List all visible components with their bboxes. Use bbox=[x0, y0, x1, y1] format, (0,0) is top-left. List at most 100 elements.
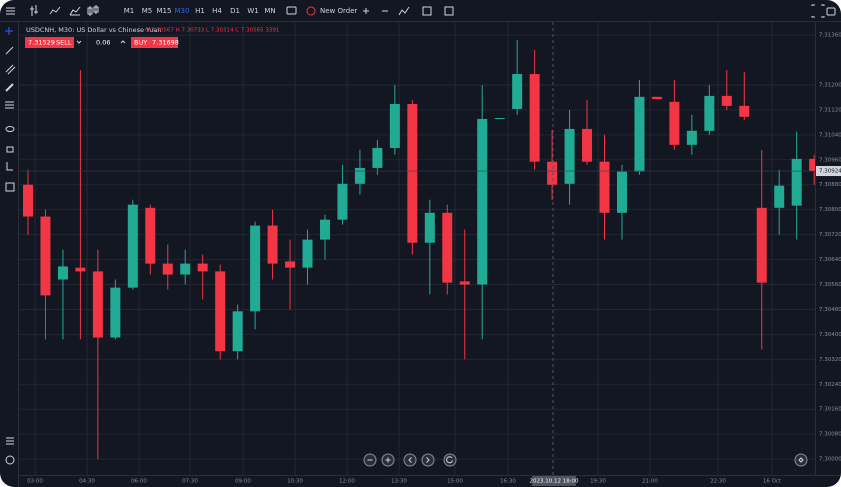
chart-title: USDCNH, M30: US Dollar vs Chinese Yuan bbox=[26, 26, 162, 34]
y-tick-label: 7.31040 bbox=[819, 132, 841, 138]
candle-body bbox=[389, 103, 400, 148]
timeframe[interactable]: M1 bbox=[124, 7, 135, 15]
sell-button[interactable] bbox=[25, 37, 74, 48]
candle-body bbox=[215, 271, 226, 352]
volume[interactable]: 0.06 bbox=[96, 39, 110, 47]
nav-reset[interactable] bbox=[443, 453, 457, 467]
channel-tool[interactable] bbox=[5, 64, 16, 75]
timeframe[interactable]: MN bbox=[264, 7, 275, 15]
volume-arrows[interactable] bbox=[76, 40, 126, 44]
line-icon[interactable] bbox=[49, 6, 61, 15]
nav-settings[interactable] bbox=[794, 453, 808, 467]
zoom-in-icon[interactable] bbox=[363, 8, 369, 14]
fullscreen-icon[interactable] bbox=[811, 4, 825, 18]
template-icon[interactable] bbox=[444, 6, 454, 16]
candle-body bbox=[494, 118, 505, 120]
menu-icon[interactable] bbox=[6, 7, 15, 15]
crosshair-tool[interactable] bbox=[5, 27, 13, 35]
x-tick-label: 10:30 bbox=[287, 479, 303, 485]
x-tick-label: 07:30 bbox=[182, 479, 198, 485]
candle-body bbox=[285, 261, 296, 268]
order-icon[interactable] bbox=[306, 6, 316, 16]
toolbar-icons[interactable] bbox=[6, 4, 836, 18]
timeframe[interactable]: H1 bbox=[195, 7, 205, 15]
candle-body bbox=[424, 212, 435, 243]
x-tick-label: 13:30 bbox=[391, 479, 407, 485]
timeframe[interactable]: W1 bbox=[247, 7, 258, 15]
candle-body bbox=[529, 74, 540, 162]
candle-body bbox=[651, 96, 662, 100]
y-tick-label: 7.30320 bbox=[819, 357, 841, 363]
candle-body bbox=[512, 74, 523, 109]
screenshot-icon[interactable] bbox=[286, 6, 297, 15]
list-tool[interactable] bbox=[6, 437, 14, 445]
timeframe[interactable]: M15 bbox=[157, 7, 172, 15]
trendline-tool[interactable] bbox=[5, 46, 14, 55]
y-tick-label: 7.30400 bbox=[819, 332, 841, 338]
y-tick-label: 7.30000 bbox=[819, 457, 841, 463]
candle-body bbox=[162, 263, 173, 275]
candle-body bbox=[372, 147, 383, 168]
y-tick-label: 7.30640 bbox=[819, 257, 841, 263]
history-tool[interactable] bbox=[5, 455, 15, 465]
x-tick-label: 22:30 bbox=[710, 479, 726, 485]
buy-label[interactable]: BUY bbox=[134, 39, 147, 47]
candle-body bbox=[791, 158, 802, 206]
candle-body bbox=[407, 103, 418, 243]
timeframe[interactable]: H4 bbox=[212, 7, 222, 15]
new-order[interactable]: New Order bbox=[320, 7, 358, 15]
measure-tool[interactable] bbox=[6, 162, 13, 171]
sell-price[interactable]: 7.31529 bbox=[28, 39, 55, 47]
candle-body bbox=[459, 281, 470, 285]
candle-icon[interactable] bbox=[87, 5, 99, 16]
candle-body bbox=[582, 128, 593, 162]
candle-body bbox=[337, 183, 348, 220]
candle-body bbox=[232, 311, 243, 352]
x-tick-label: 06:00 bbox=[131, 479, 147, 485]
y-tick-label: 7.30880 bbox=[819, 182, 841, 188]
candle-body bbox=[92, 271, 103, 338]
nav-glyphs bbox=[367, 456, 804, 464]
buy-price[interactable]: 7.31698 bbox=[152, 39, 179, 47]
candle-body bbox=[250, 225, 261, 312]
nav-buttons[interactable] bbox=[363, 453, 808, 467]
lock-tool[interactable] bbox=[6, 146, 14, 153]
buy-button[interactable] bbox=[131, 37, 178, 48]
objects-tool[interactable] bbox=[5, 182, 15, 192]
x-tick-label: 21:00 bbox=[642, 479, 658, 485]
y-tick-label: 7.30560 bbox=[819, 282, 841, 288]
visibility-tool[interactable] bbox=[5, 126, 15, 132]
candles bbox=[23, 40, 815, 460]
timeframe[interactable]: D1 bbox=[230, 7, 240, 15]
candle-body bbox=[110, 287, 121, 338]
ohlc-summary: O 7.30567 H 7.30733 L 7.30314 C 7.30565 … bbox=[145, 28, 279, 34]
candle-body bbox=[809, 158, 815, 172]
candle-body bbox=[547, 161, 558, 185]
candle-body bbox=[599, 161, 610, 213]
area-icon[interactable] bbox=[69, 6, 81, 16]
candle-body bbox=[302, 239, 313, 268]
calendar-icon[interactable] bbox=[422, 6, 432, 16]
timeframe[interactable]: M30 bbox=[175, 7, 190, 15]
nav-right[interactable] bbox=[421, 453, 435, 467]
fib-tool[interactable] bbox=[5, 101, 14, 109]
y-tick-label: 7.31120 bbox=[819, 107, 841, 113]
candle-body bbox=[23, 184, 33, 217]
candle-body bbox=[477, 118, 488, 285]
y-tick-label: 7.30160 bbox=[819, 407, 841, 413]
candle-body bbox=[756, 207, 767, 283]
y-tick-label: 7.30720 bbox=[819, 232, 841, 238]
indicator-icon[interactable] bbox=[398, 6, 410, 16]
candle-body bbox=[145, 207, 156, 264]
camera-icon[interactable] bbox=[826, 7, 836, 16]
nav-left[interactable] bbox=[403, 453, 417, 467]
candle-body bbox=[197, 263, 208, 272]
sell-label[interactable]: SELL bbox=[56, 39, 72, 47]
brush-tool[interactable] bbox=[5, 83, 14, 92]
x-tick-label: 16:30 bbox=[500, 479, 516, 485]
timeframe[interactable]: M5 bbox=[142, 7, 153, 15]
bars-icon[interactable] bbox=[30, 5, 38, 16]
sidebar-icons[interactable] bbox=[5, 27, 16, 465]
nav-glyph-paths bbox=[367, 456, 804, 464]
